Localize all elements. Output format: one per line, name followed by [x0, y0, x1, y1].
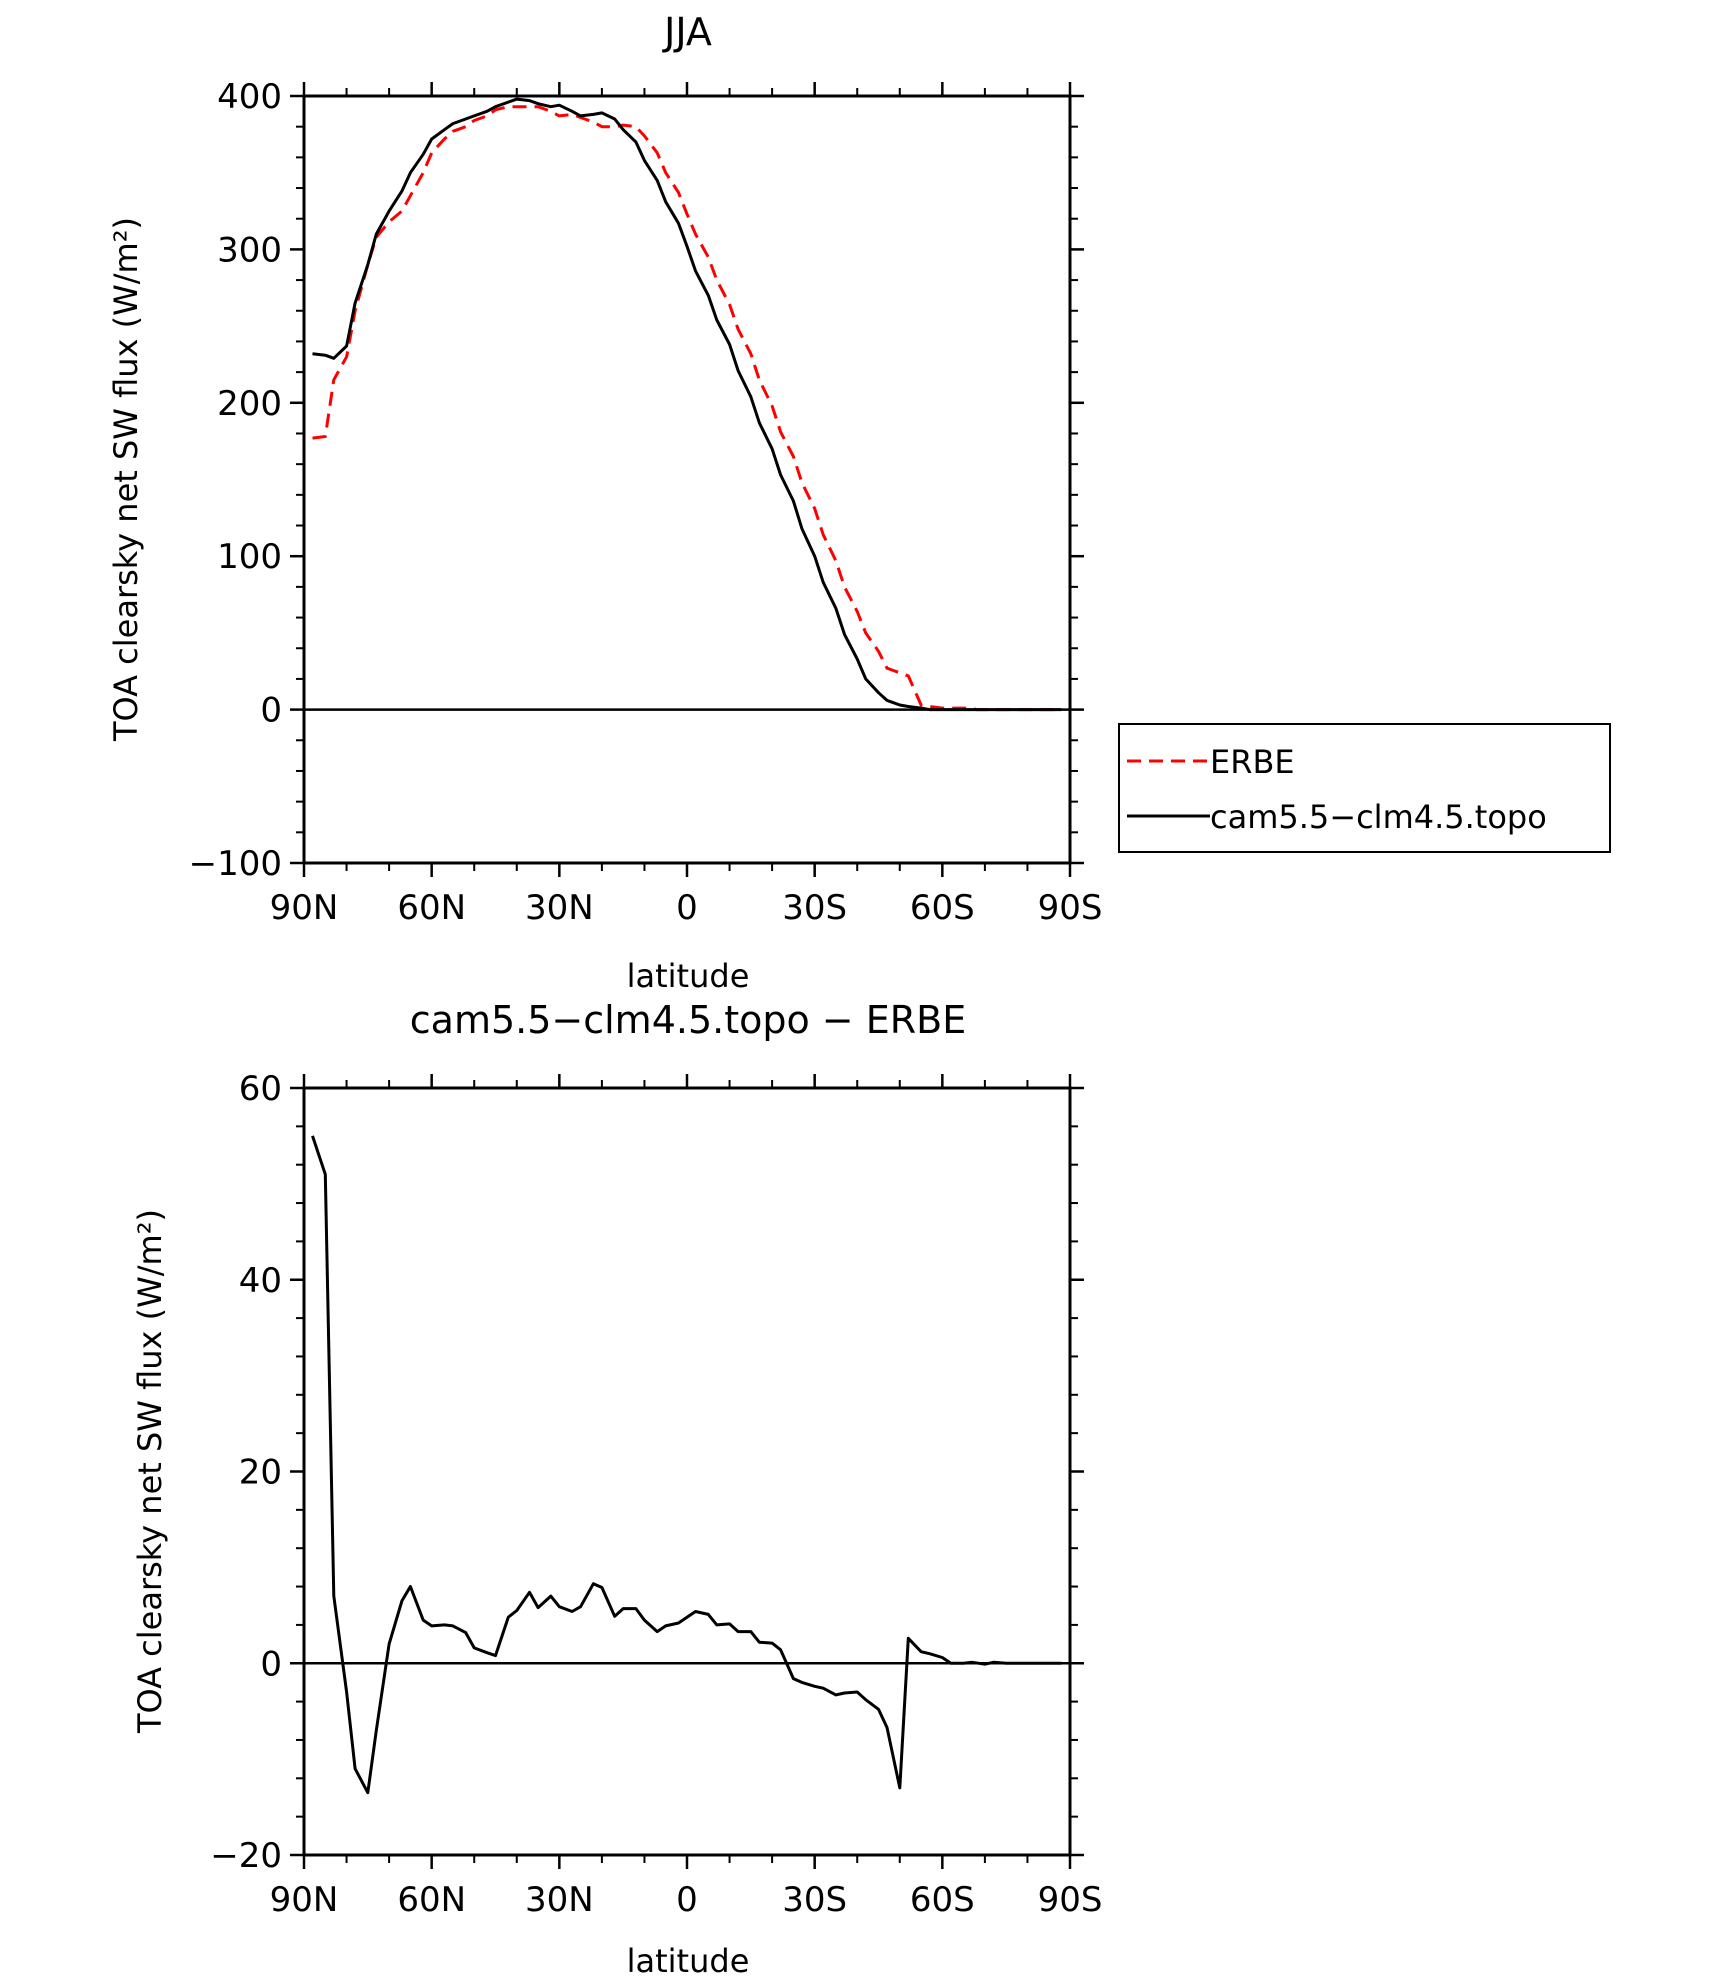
x-tick-label: 90S — [1038, 1880, 1103, 1920]
top-x-axis-label: latitude — [627, 957, 750, 995]
legend-model-label: cam5.5−clm4.5.topo — [1210, 798, 1547, 836]
top-series — [312, 97, 1062, 712]
x-tick-label: 0 — [676, 1880, 698, 1920]
y-tick-label: 200 — [217, 384, 282, 424]
y-tick-label: 60 — [239, 1069, 282, 1109]
y-tick-label: 300 — [217, 230, 282, 270]
y-tick-label: 0 — [260, 691, 282, 731]
x-tick-label: 90N — [270, 888, 339, 928]
bottom-y-axis-label: TOA clearsky net SW flux (W/m²) — [131, 1209, 169, 1734]
x-tick-label: 60N — [397, 1880, 466, 1920]
bottom-tick-labels: 90N 60N 30N 0 30S 60S 90S −20 0 20 40 60 — [210, 1069, 1102, 1920]
cam5-5-clm4-5-topo-series-line — [312, 97, 1062, 712]
y-tick-label: −100 — [189, 844, 282, 884]
top-chart-title: JJA — [662, 10, 712, 54]
x-tick-label: 30S — [782, 888, 847, 928]
legend: ERBE cam5.5−clm4.5.topo — [1118, 723, 1611, 853]
bottom-plot-frame — [302, 1086, 1072, 1857]
y-tick-label: 40 — [239, 1261, 282, 1301]
legend-box — [1118, 723, 1611, 853]
bottom-x-axis-label: latitude — [627, 1942, 750, 1977]
x-tick-label: 60N — [397, 888, 466, 928]
bottom-chart-title: cam5.5−clm4.5.topo − ERBE — [410, 998, 966, 1042]
y-tick-label: 0 — [260, 1644, 282, 1684]
top-ticks — [290, 82, 1084, 877]
bottom-chart: cam5.5−clm4.5.topo − ERBE 90N 60N 30N 0 30S 6… — [131, 998, 1102, 1977]
difference-series-line — [311, 1135, 1062, 1795]
x-tick-label: 30S — [782, 1880, 847, 1920]
x-tick-label: 30N — [525, 1880, 594, 1920]
y-tick-label: 20 — [239, 1453, 282, 1493]
top-y-axis-label: TOA clearsky net SW flux (W/m²) — [107, 217, 145, 742]
x-tick-label: 90S — [1038, 888, 1103, 928]
bottom-ticks — [290, 1074, 1084, 1869]
x-tick-label: 60S — [910, 888, 975, 928]
y-tick-label: 400 — [217, 77, 282, 117]
erbe-series-line — [312, 105, 1062, 712]
x-tick-label: 0 — [676, 888, 698, 928]
x-tick-label: 30N — [525, 888, 594, 928]
y-tick-label: 100 — [217, 537, 282, 577]
top-tick-labels: 90N 60N 30N 0 30S 60S 90S −100 0 100 200 300 400 — [189, 77, 1103, 928]
x-tick-label: 60S — [910, 1880, 975, 1920]
bottom-series — [311, 1135, 1062, 1795]
top-chart: JJA 90N 60N 30N 0 30S 60S 90S −100 0 100 200 300 400… — [107, 10, 1102, 995]
x-tick-label: 90N — [270, 1880, 339, 1920]
y-tick-label: −20 — [210, 1836, 282, 1876]
legend-erbe-label: ERBE — [1210, 743, 1295, 781]
